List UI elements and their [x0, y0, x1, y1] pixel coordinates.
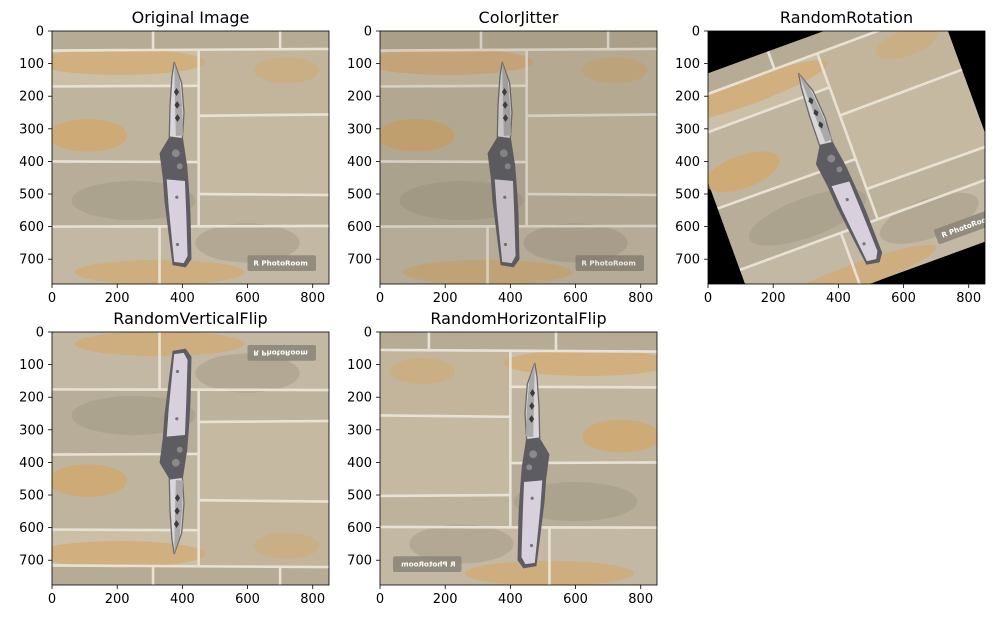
x-tick-label: 0 [48, 592, 56, 607]
y-tick-label: 400 [19, 155, 44, 170]
panel-4: RandomHorizontalFlip 0 200 400 600 800 0 100 200… [347, 309, 658, 607]
y-tick-label: 600 [19, 220, 44, 235]
x-tick-label: 400 [170, 592, 195, 607]
y-tick-label: 500 [675, 188, 700, 203]
y-tick-label: 200 [19, 90, 44, 105]
y-tick-label: 0 [36, 25, 44, 40]
y-tick-label: 200 [347, 391, 372, 406]
x-tick-label: 200 [433, 291, 458, 306]
y-tick-label: 500 [347, 188, 372, 203]
y-tick-label: 200 [347, 90, 372, 105]
x-tick-label: 800 [628, 291, 653, 306]
x-tick-label: 600 [235, 291, 260, 306]
y-tick-label: 0 [364, 25, 372, 40]
x-tick-label: 600 [563, 592, 588, 607]
y-tick-label: 200 [19, 391, 44, 406]
panel-title: RandomHorizontalFlip [430, 309, 606, 328]
y-tick-label: 500 [19, 188, 44, 203]
x-tick-label: 200 [105, 291, 130, 306]
x-tick-label: 400 [170, 291, 195, 306]
y-tick-label: 400 [347, 456, 372, 471]
image-area [380, 332, 657, 585]
panel-0: Original Image 0 200 400 600 800 0 100 200 300 400… [19, 8, 330, 306]
y-tick-label: 100 [19, 57, 44, 72]
y-tick-label: 700 [19, 253, 44, 268]
axes-frame [379, 30, 658, 285]
y-tick-label: 300 [347, 423, 372, 438]
y-tick-label: 200 [675, 90, 700, 105]
y-tick-label: 400 [19, 456, 44, 471]
x-tick-label: 800 [628, 592, 653, 607]
y-tick-label: 600 [347, 521, 372, 536]
y-tick-label: 0 [692, 25, 700, 40]
y-tick-label: 100 [19, 358, 44, 373]
y-tick-label: 300 [675, 122, 700, 137]
axes-frame [51, 331, 330, 586]
x-tick-label: 0 [376, 291, 384, 306]
x-tick-label: 800 [300, 592, 325, 607]
y-tick-label: 600 [347, 220, 372, 235]
x-tick-label: 200 [761, 291, 786, 306]
axes-frame [707, 30, 986, 285]
x-tick-label: 600 [891, 291, 916, 306]
x-tick-label: 200 [433, 592, 458, 607]
y-tick-label: 300 [19, 423, 44, 438]
panel-3: RandomVerticalFlip 0 200 400 600 800 0 100 200 30… [19, 309, 330, 607]
panel-1: ColorJitter 0 200 400 600 800 0 100 200 300 400 500… [347, 8, 658, 306]
y-tick-label: 100 [347, 358, 372, 373]
x-tick-label: 0 [376, 592, 384, 607]
y-tick-label: 600 [19, 521, 44, 536]
y-tick-label: 0 [36, 326, 44, 341]
y-tick-label: 700 [675, 253, 700, 268]
y-tick-label: 300 [347, 122, 372, 137]
y-tick-label: 700 [19, 554, 44, 569]
x-tick-label: 600 [563, 291, 588, 306]
y-tick-label: 500 [347, 489, 372, 504]
y-tick-label: 400 [347, 155, 372, 170]
axes-frame [379, 331, 658, 586]
y-tick-label: 600 [675, 220, 700, 235]
x-tick-label: 600 [235, 592, 260, 607]
y-tick-label: 700 [347, 253, 372, 268]
x-tick-label: 800 [300, 291, 325, 306]
image-area [380, 31, 657, 284]
y-tick-label: 0 [364, 326, 372, 341]
y-tick-label: 100 [347, 57, 372, 72]
x-tick-label: 0 [704, 291, 712, 306]
panel-title: RandomVerticalFlip [113, 309, 267, 328]
y-tick-label: 400 [675, 155, 700, 170]
image-area [52, 31, 329, 284]
y-tick-label: 300 [19, 122, 44, 137]
panel-title: ColorJitter [479, 8, 559, 27]
x-tick-label: 800 [956, 291, 981, 306]
y-tick-label: 100 [675, 57, 700, 72]
x-tick-label: 400 [498, 291, 523, 306]
image-area [52, 332, 329, 585]
x-tick-label: 400 [498, 592, 523, 607]
y-tick-label: 700 [347, 554, 372, 569]
x-tick-label: 400 [826, 291, 851, 306]
x-tick-label: 0 [48, 291, 56, 306]
panel-title: RandomRotation [780, 8, 913, 27]
panel-title: Original Image [132, 8, 250, 27]
axes-frame [51, 30, 330, 285]
y-tick-label: 500 [19, 489, 44, 504]
image-area [708, 31, 985, 284]
panel-2: RandomRotation 0 200 400 600 800 0 100 200 300 400… [675, 8, 986, 306]
x-tick-label: 200 [105, 592, 130, 607]
